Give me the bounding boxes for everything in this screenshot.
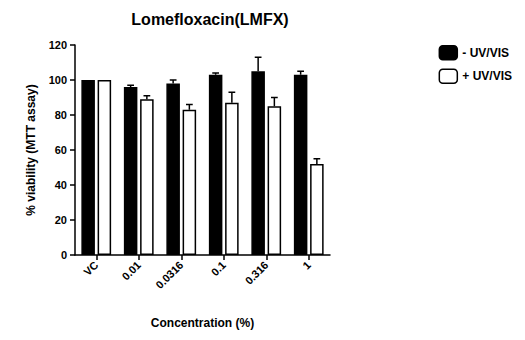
svg-text:20: 20 [55, 214, 67, 226]
svg-text:0.316: 0.316 [243, 259, 271, 287]
svg-text:0.0316: 0.0316 [153, 259, 185, 291]
svg-text:Concentration (%): Concentration (%) [151, 316, 254, 330]
svg-text:% viability (MTT assay): % viability (MTT assay) [24, 84, 38, 215]
svg-text:0: 0 [61, 249, 67, 261]
svg-text:+ UV/VIS: + UV/VIS [462, 69, 512, 83]
svg-text:120: 120 [49, 39, 67, 51]
svg-text:- UV/VIS: - UV/VIS [462, 46, 509, 60]
svg-text:0.01: 0.01 [119, 259, 143, 283]
svg-text:VC: VC [81, 259, 100, 278]
svg-text:80: 80 [55, 109, 67, 121]
svg-text:60: 60 [55, 144, 67, 156]
svg-text:100: 100 [49, 74, 67, 86]
svg-text:40: 40 [55, 179, 67, 191]
svg-text:0.1: 0.1 [209, 259, 228, 278]
svg-text:Lomefloxacin(LMFX): Lomefloxacin(LMFX) [131, 11, 288, 28]
svg-text:1: 1 [300, 259, 313, 272]
